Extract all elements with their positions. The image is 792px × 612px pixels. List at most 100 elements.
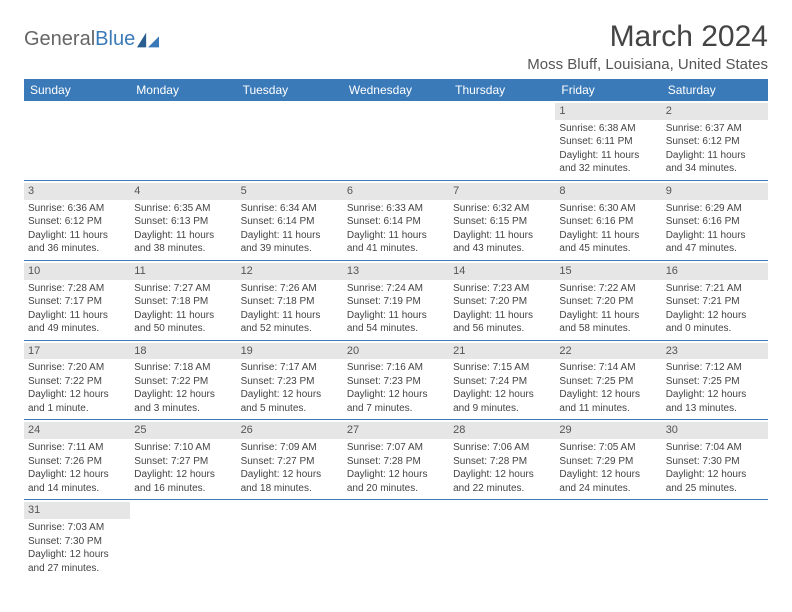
cell-line: and 47 minutes. [666, 242, 764, 256]
day-number: 13 [343, 263, 449, 280]
day-number: 27 [343, 422, 449, 439]
cell-line: and 3 minutes. [134, 402, 232, 416]
calendar-cell: 21Sunrise: 7:15 AMSunset: 7:24 PMDayligh… [449, 340, 555, 420]
day-number: 11 [130, 263, 236, 280]
cell-line: Daylight: 11 hours [241, 229, 339, 243]
cell-line: Sunset: 6:16 PM [559, 215, 657, 229]
calendar-cell: 4Sunrise: 6:35 AMSunset: 6:13 PMDaylight… [130, 180, 236, 260]
cell-line: Sunrise: 7:24 AM [347, 282, 445, 296]
calendar-cell-empty [662, 500, 768, 579]
cell-line: Sunrise: 6:33 AM [347, 202, 445, 216]
cell-line: and 50 minutes. [134, 322, 232, 336]
weekday-header: Sunday [24, 79, 130, 101]
cell-line: Daylight: 12 hours [28, 388, 126, 402]
day-number: 15 [555, 263, 661, 280]
day-number: 17 [24, 343, 130, 360]
cell-line: Sunset: 7:22 PM [134, 375, 232, 389]
calendar-cell: 20Sunrise: 7:16 AMSunset: 7:23 PMDayligh… [343, 340, 449, 420]
cell-line: Sunset: 7:22 PM [28, 375, 126, 389]
cell-line: Daylight: 11 hours [453, 229, 551, 243]
cell-line: and 16 minutes. [134, 482, 232, 496]
cell-line: Sunrise: 6:35 AM [134, 202, 232, 216]
cell-line: and 34 minutes. [666, 162, 764, 176]
cell-line: Sunset: 6:13 PM [134, 215, 232, 229]
cell-line: Sunrise: 6:37 AM [666, 122, 764, 136]
day-number: 22 [555, 343, 661, 360]
calendar-table: SundayMondayTuesdayWednesdayThursdayFrid… [24, 79, 768, 579]
calendar-cell: 14Sunrise: 7:23 AMSunset: 7:20 PMDayligh… [449, 260, 555, 340]
calendar-cell: 25Sunrise: 7:10 AMSunset: 7:27 PMDayligh… [130, 420, 236, 500]
cell-line: and 43 minutes. [453, 242, 551, 256]
cell-line: Sunrise: 6:38 AM [559, 122, 657, 136]
calendar-cell: 5Sunrise: 6:34 AMSunset: 6:14 PMDaylight… [237, 180, 343, 260]
cell-line: Sunset: 6:12 PM [28, 215, 126, 229]
cell-line: Sunrise: 7:10 AM [134, 441, 232, 455]
sail-icon [137, 32, 159, 48]
calendar-head: SundayMondayTuesdayWednesdayThursdayFrid… [24, 79, 768, 101]
calendar-cell: 8Sunrise: 6:30 AMSunset: 6:16 PMDaylight… [555, 180, 661, 260]
day-number: 21 [449, 343, 555, 360]
cell-line: Sunrise: 7:28 AM [28, 282, 126, 296]
cell-line: Sunrise: 6:34 AM [241, 202, 339, 216]
cell-line: and 49 minutes. [28, 322, 126, 336]
cell-line: Sunrise: 7:22 AM [559, 282, 657, 296]
cell-line: Sunrise: 6:36 AM [28, 202, 126, 216]
day-number: 16 [662, 263, 768, 280]
cell-line: Daylight: 11 hours [134, 309, 232, 323]
cell-line: Sunrise: 7:04 AM [666, 441, 764, 455]
day-number: 26 [237, 422, 343, 439]
calendar-row: 17Sunrise: 7:20 AMSunset: 7:22 PMDayligh… [24, 340, 768, 420]
cell-line: and 52 minutes. [241, 322, 339, 336]
cell-line: and 7 minutes. [347, 402, 445, 416]
cell-line: Sunrise: 7:07 AM [347, 441, 445, 455]
calendar-cell: 29Sunrise: 7:05 AMSunset: 7:29 PMDayligh… [555, 420, 661, 500]
cell-line: and 24 minutes. [559, 482, 657, 496]
cell-line: Sunset: 7:30 PM [28, 535, 126, 549]
calendar-cell: 1Sunrise: 6:38 AMSunset: 6:11 PMDaylight… [555, 101, 661, 180]
cell-line: Daylight: 11 hours [666, 149, 764, 163]
cell-line: Sunrise: 7:11 AM [28, 441, 126, 455]
cell-line: Sunset: 7:20 PM [559, 295, 657, 309]
calendar-cell: 17Sunrise: 7:20 AMSunset: 7:22 PMDayligh… [24, 340, 130, 420]
cell-line: and 0 minutes. [666, 322, 764, 336]
cell-line: and 14 minutes. [28, 482, 126, 496]
day-number: 2 [662, 103, 768, 120]
day-number: 1 [555, 103, 661, 120]
calendar-cell: 6Sunrise: 6:33 AMSunset: 6:14 PMDaylight… [343, 180, 449, 260]
cell-line: Daylight: 12 hours [134, 388, 232, 402]
cell-line: Sunrise: 7:06 AM [453, 441, 551, 455]
cell-line: Sunset: 7:28 PM [453, 455, 551, 469]
cell-line: Sunrise: 7:20 AM [28, 361, 126, 375]
logo-text-gray: General [24, 28, 95, 51]
cell-line: Sunset: 7:25 PM [559, 375, 657, 389]
cell-line: Daylight: 12 hours [559, 468, 657, 482]
location: Moss Bluff, Louisiana, United States [527, 56, 768, 73]
cell-line: Sunset: 7:29 PM [559, 455, 657, 469]
cell-line: Sunset: 7:18 PM [134, 295, 232, 309]
cell-line: and 5 minutes. [241, 402, 339, 416]
cell-line: Daylight: 12 hours [28, 548, 126, 562]
cell-line: and 25 minutes. [666, 482, 764, 496]
cell-line: and 20 minutes. [347, 482, 445, 496]
cell-line: Sunrise: 7:23 AM [453, 282, 551, 296]
calendar-cell: 7Sunrise: 6:32 AMSunset: 6:15 PMDaylight… [449, 180, 555, 260]
calendar-cell-empty [24, 101, 130, 180]
day-number: 28 [449, 422, 555, 439]
weekday-header: Tuesday [237, 79, 343, 101]
cell-line: and 56 minutes. [453, 322, 551, 336]
cell-line: Sunset: 6:14 PM [241, 215, 339, 229]
calendar-cell-empty [449, 500, 555, 579]
cell-line: Daylight: 11 hours [559, 309, 657, 323]
cell-line: Sunset: 7:27 PM [134, 455, 232, 469]
calendar-cell-empty [555, 500, 661, 579]
cell-line: Sunrise: 7:05 AM [559, 441, 657, 455]
day-number: 6 [343, 183, 449, 200]
header: GeneralBlue March 2024 Moss Bluff, Louis… [24, 20, 768, 73]
calendar-cell: 12Sunrise: 7:26 AMSunset: 7:18 PMDayligh… [237, 260, 343, 340]
cell-line: and 18 minutes. [241, 482, 339, 496]
cell-line: Daylight: 12 hours [134, 468, 232, 482]
calendar-cell-empty [237, 101, 343, 180]
cell-line: and 11 minutes. [559, 402, 657, 416]
calendar-cell: 11Sunrise: 7:27 AMSunset: 7:18 PMDayligh… [130, 260, 236, 340]
cell-line: and 22 minutes. [453, 482, 551, 496]
